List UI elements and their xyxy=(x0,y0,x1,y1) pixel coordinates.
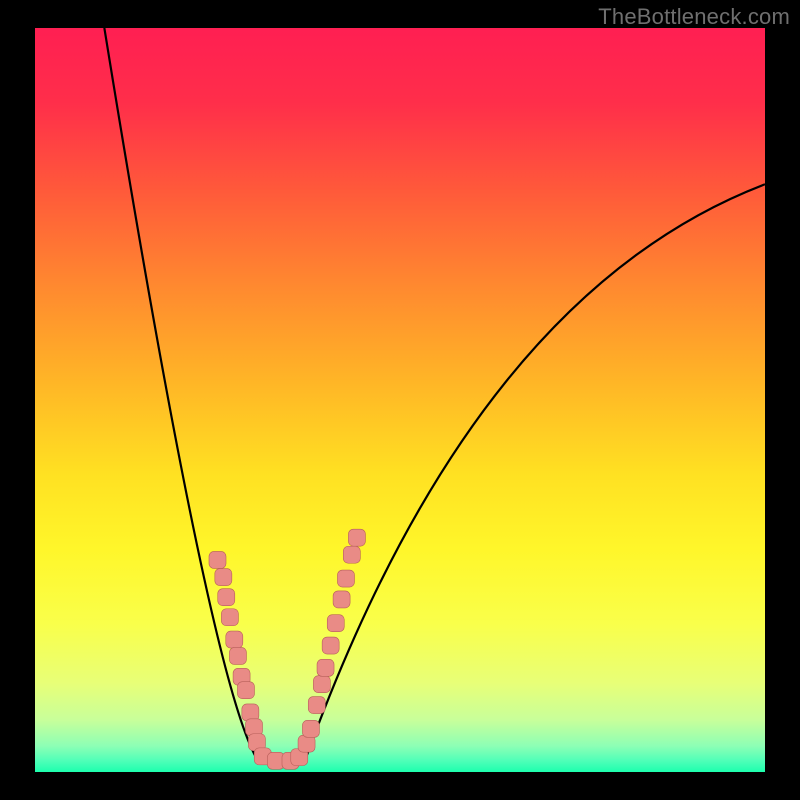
data-marker xyxy=(221,609,238,626)
data-marker xyxy=(226,631,243,648)
chart-background xyxy=(35,28,765,772)
data-marker xyxy=(302,720,319,737)
data-marker xyxy=(313,676,330,693)
data-marker xyxy=(209,551,226,568)
data-marker xyxy=(327,615,344,632)
data-marker xyxy=(229,647,246,664)
bottleneck-chart xyxy=(0,0,800,800)
data-marker xyxy=(317,659,334,676)
data-marker xyxy=(298,735,315,752)
data-marker xyxy=(215,569,232,586)
data-marker xyxy=(237,682,254,699)
data-marker xyxy=(348,529,365,546)
data-marker xyxy=(337,570,354,587)
data-marker xyxy=(308,697,325,714)
data-marker xyxy=(242,704,259,721)
data-marker xyxy=(246,719,263,736)
data-marker xyxy=(343,546,360,563)
data-marker xyxy=(218,589,235,606)
data-marker xyxy=(333,591,350,608)
data-marker xyxy=(322,637,339,654)
